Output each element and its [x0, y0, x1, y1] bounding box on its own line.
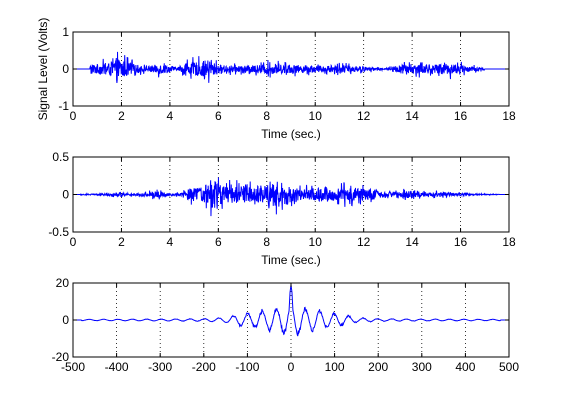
x-tick-label: 18: [502, 109, 516, 123]
x-tick-label: 12: [357, 109, 371, 123]
y-tick-label: -0.5: [48, 225, 69, 239]
x-tick-label: 14: [405, 235, 419, 249]
y-tick-label: 20: [56, 276, 70, 290]
x-tick-label: 2: [118, 109, 125, 123]
x-tick-label: 8: [263, 109, 270, 123]
x-tick-label: 0: [288, 360, 295, 374]
y-tick-label: 0: [62, 62, 69, 76]
x-tick-label: 10: [309, 235, 323, 249]
x-tick-label: -200: [192, 360, 216, 374]
x-tick-label: 4: [167, 235, 174, 249]
grid-lines: [116, 283, 466, 357]
y-tick-label: -20: [52, 350, 70, 364]
x-tick-label: 0: [70, 235, 77, 249]
x-tick-label: -400: [105, 360, 129, 374]
x-tick-label: 18: [502, 235, 516, 249]
x-tick-label: 14: [405, 109, 419, 123]
x-tick-label: -500: [61, 360, 85, 374]
y-tick-label: -1: [58, 99, 69, 113]
x-tick-label: 400: [455, 360, 475, 374]
x-tick-label: 8: [263, 235, 270, 249]
x-tick-label: 16: [454, 109, 468, 123]
grid-lines: [121, 157, 461, 232]
x-tick-label: 6: [215, 235, 222, 249]
signal-trace: [73, 51, 509, 83]
x-axis-label: Time (sec.): [261, 127, 321, 141]
y-tick-label: 0: [62, 188, 69, 202]
x-tick-label: 2: [118, 235, 125, 249]
x-tick-label: 10: [309, 109, 323, 123]
ticks: 0 2 4 6 8 10 12 14 16 18-101: [58, 25, 516, 123]
signal-trace: [73, 177, 509, 217]
y-tick-label: 0: [62, 313, 69, 327]
panel-bottom: -500 -400 -300 -200 -100 0 100 200 300 400 500-200…: [52, 276, 520, 374]
y-axis-label: Signal Level (Volts): [36, 18, 50, 121]
x-tick-label: 4: [167, 109, 174, 123]
y-tick-label: 0.5: [52, 150, 69, 164]
x-tick-label: -300: [148, 360, 172, 374]
ticks: -500 -400 -300 -200 -100 0 100 200 300 400 500-200…: [52, 276, 520, 374]
x-tick-label: 0: [70, 109, 77, 123]
x-tick-label: 16: [454, 235, 468, 249]
x-tick-label: 300: [412, 360, 432, 374]
ticks: 0 2 4 6 8 10 12 14 16 18-0.500.5: [48, 150, 516, 249]
x-tick-label: 200: [368, 360, 388, 374]
x-tick-label: 500: [499, 360, 519, 374]
panel-middle: 0 2 4 6 8 10 12 14 16 18-0.500.5 Time (sec.): [48, 150, 516, 267]
panel-top: 0 2 4 6 8 10 12 14 16 18-101 Time (sec.) Signal L…: [36, 18, 516, 141]
y-tick-label: 1: [62, 25, 69, 39]
x-tick-label: 100: [325, 360, 345, 374]
x-tick-label: 6: [215, 109, 222, 123]
x-tick-label: 12: [357, 235, 371, 249]
x-tick-label: -100: [235, 360, 259, 374]
x-axis-label: Time (sec.): [261, 253, 321, 267]
